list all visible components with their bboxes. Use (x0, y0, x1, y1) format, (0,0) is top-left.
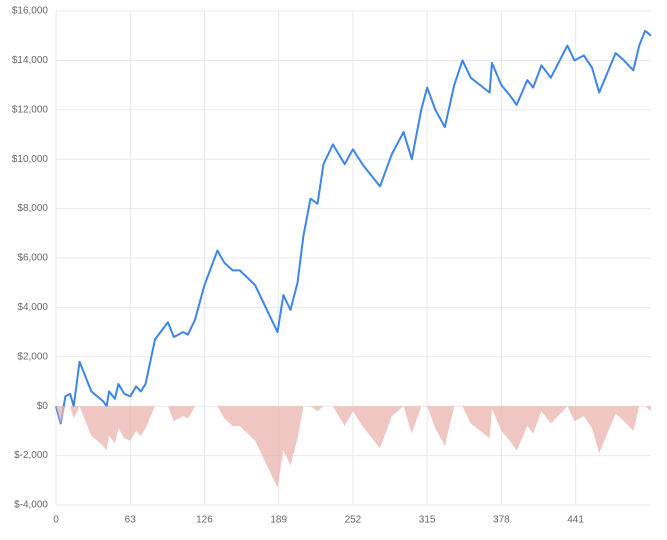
x-tick-label: 315 (419, 515, 436, 526)
x-tick-label: 63 (125, 515, 137, 526)
x-tick-label: 189 (270, 515, 287, 526)
y-tick-label: $6,000 (17, 253, 48, 264)
drawdown-area (56, 406, 651, 488)
y-tick-label: $12,000 (12, 104, 49, 115)
y-tick-label: $14,000 (12, 55, 49, 66)
equity-line (55, 29, 652, 425)
x-tick-label: 252 (345, 515, 362, 526)
y-tick-label: $10,000 (12, 154, 49, 165)
y-tick-label: $8,000 (17, 203, 48, 214)
x-tick-label: 378 (493, 515, 510, 526)
y-tick-label: $2,000 (17, 351, 48, 362)
x-tick-label: 0 (53, 515, 59, 526)
x-tick-label: 441 (567, 515, 584, 526)
x-tick-label: 126 (196, 515, 213, 526)
y-tick-label: $4,000 (17, 302, 48, 313)
y-tick-label: $-4,000 (14, 500, 48, 511)
y-tick-label: $16,000 (12, 6, 49, 17)
y-tick-label: $-2,000 (14, 450, 48, 461)
y-tick-label: $0 (37, 401, 49, 412)
